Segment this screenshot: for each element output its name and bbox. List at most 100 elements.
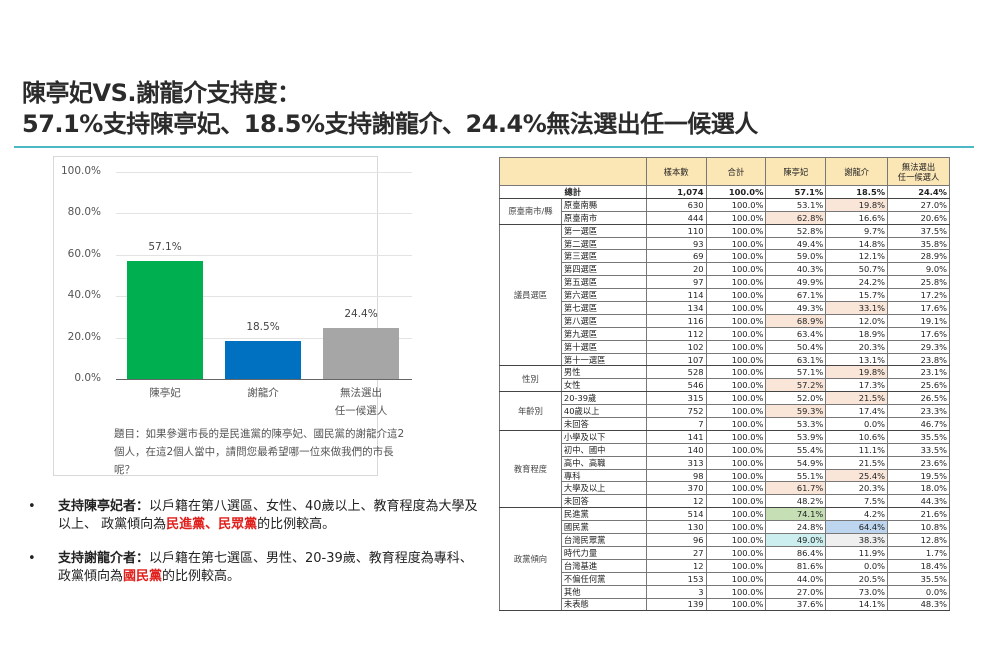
cell-chen: 49.3% — [765, 301, 827, 315]
cell-none: 18.0% — [887, 481, 950, 496]
cell-none: 35.5% — [887, 429, 950, 444]
cell-chen: 57.1% — [765, 365, 827, 380]
cell-n: 20 — [645, 262, 707, 277]
cell-none: 23.1% — [887, 365, 950, 380]
table-row: 其他 3 100.0% 27.0% 73.0% 0.0% — [500, 584, 950, 599]
cell-n: 96 — [645, 533, 707, 547]
cell-hsieh: 25.4% — [825, 468, 889, 483]
cell-chen: 37.6% — [765, 597, 827, 612]
y-axis-tick: 0.0% — [74, 372, 101, 384]
cell-none: 23.3% — [887, 404, 950, 419]
cell-chen: 57.2% — [765, 378, 827, 393]
table-row: 時代力量 27 100.0% 86.4% 11.9% 1.7% — [500, 545, 950, 560]
cell-none: 1.7% — [887, 545, 950, 560]
cell-hsieh: 11.9% — [825, 545, 889, 560]
cell-chen: 81.6% — [765, 558, 827, 573]
cell-none: 28.9% — [887, 249, 950, 264]
finding-lead: 支持陳亭妃者： — [58, 499, 150, 514]
findings-list: • 支持陳亭妃者：以戶籍在第八選區、女性、40歲以上、教育程度為大學及以上、 政黨… — [28, 498, 488, 602]
group-label: 年齡別 — [499, 391, 562, 431]
finding-lead: 支持謝龍介者： — [58, 551, 150, 566]
table-row: 台灣民眾黨 96 100.0% 49.0% 38.3% 12.8% — [500, 533, 950, 547]
cell-hsieh: 9.7% — [825, 223, 889, 238]
row-label: 時代力量 — [560, 545, 647, 560]
cell-chen: 44.0% — [765, 571, 827, 586]
cell-hsieh: 33.1% — [825, 301, 889, 315]
title-line-1: 陳亭妃VS.謝龍介支持度： — [22, 79, 301, 107]
total-sum: 100.0% — [705, 185, 767, 199]
cell-n: 546 — [645, 378, 707, 393]
cell-none: 21.6% — [887, 507, 950, 522]
table-row: 性別 男性 528 100.0% 57.1% 19.8% 23.1% — [499, 365, 950, 393]
table-row: 政黨傾向 民進黨 514 100.0% 74.1% 4.2% 21.6% — [499, 507, 950, 612]
table-row: 原臺南市 444 100.0% 62.8% 16.6% 20.6% — [500, 210, 950, 225]
y-axis-tick: 100.0% — [60, 165, 101, 177]
table-row: 議員選區 第一選區 110 100.0% 52.8% 9.7% 37.5% — [499, 223, 950, 367]
cell-chen: 74.1% — [765, 507, 827, 522]
cell-n: 752 — [645, 404, 707, 419]
total-hsieh: 18.5% — [825, 185, 889, 199]
title-divider — [14, 146, 974, 148]
row-label: 第六選區 — [560, 288, 647, 303]
cell-sum: 100.0% — [705, 597, 767, 612]
table-row: 第六選區 114 100.0% 67.1% 15.7% 17.2% — [500, 288, 950, 303]
cell-sum: 100.0% — [705, 417, 767, 431]
table-row: 不偏任何黨 153 100.0% 44.0% 20.5% 35.5% — [500, 571, 950, 586]
cell-hsieh: 15.7% — [825, 288, 889, 303]
table-row: 國民黨 130 100.0% 24.8% 64.4% 10.8% — [500, 520, 950, 535]
cell-chen: 48.2% — [765, 494, 827, 509]
cell-n: 7 — [645, 417, 707, 431]
cell-none: 10.8% — [887, 520, 950, 535]
cell-sum: 100.0% — [705, 365, 767, 380]
cell-n: 93 — [645, 236, 707, 251]
bar-value-label: 57.1% — [148, 240, 182, 253]
cell-chen: 40.3% — [765, 262, 827, 277]
column-header: 合計 — [705, 157, 767, 186]
cell-sum: 100.0% — [705, 275, 767, 290]
row-label: 未表態 — [560, 597, 647, 612]
table-row: 未回答 12 100.0% 48.2% 7.5% 44.3% — [500, 494, 950, 509]
finding-body: 以戶籍在第八選區、女性、40歲以上、教育程度為大學及以上、 政黨傾向為 — [58, 499, 478, 532]
cell-none: 35.5% — [887, 571, 950, 586]
table-row: 未回答 7 100.0% 53.3% 0.0% 46.7% — [500, 417, 950, 431]
cell-hsieh: 0.0% — [825, 558, 889, 573]
table-row: 台灣基進 12 100.0% 81.6% 0.0% 18.4% — [500, 558, 950, 573]
row-label: 第一選區 — [560, 223, 647, 238]
cell-none: 33.5% — [887, 442, 950, 457]
row-label: 不偏任何黨 — [560, 571, 647, 586]
title-line-2: 57.1%支持陳亭妃、18.5%支持謝龍介、24.4%無法選出任一候選人 — [22, 110, 758, 138]
cell-sum: 100.0% — [705, 210, 767, 225]
cell-none: 23.8% — [887, 352, 950, 367]
bullet-icon: • — [28, 551, 36, 566]
gridline — [116, 254, 412, 256]
finding-highlight: 民進黨、民眾黨 — [166, 517, 258, 532]
column-header: 陳亭妃 — [765, 157, 827, 186]
table-row: 第四選區 20 100.0% 40.3% 50.7% 9.0% — [500, 262, 950, 277]
column-header: 樣本數 — [645, 157, 707, 186]
bullet-icon: • — [28, 499, 36, 514]
cell-chen: 68.9% — [765, 313, 827, 328]
cell-none: 12.8% — [887, 533, 950, 547]
cell-hsieh: 20.3% — [825, 481, 889, 496]
crosstab-table: 樣本數 合計 陳亭妃 謝龍介 無法選出 任一候選人 總計 1,074 100.0% 57.1% 18… — [499, 157, 950, 612]
table-row: 第三選區 69 100.0% 59.0% 12.1% 28.9% — [500, 249, 950, 264]
cell-sum: 100.0% — [705, 520, 767, 535]
cell-hsieh: 7.5% — [825, 494, 889, 509]
category-label-line: 無法選出 — [340, 387, 382, 399]
category-label: 無法選出 任一候選人 — [316, 384, 406, 420]
cell-sum: 100.0% — [705, 468, 767, 483]
category-label: 謝龍介 — [218, 384, 308, 402]
cell-n: 102 — [645, 339, 707, 354]
cell-hsieh: 24.2% — [825, 275, 889, 290]
finding-tail: 的比例較高。 — [162, 569, 241, 584]
row-label: 第二選區 — [560, 236, 647, 251]
gridline — [116, 213, 412, 215]
row-label: 女性 — [560, 378, 647, 393]
cell-hsieh: 10.6% — [825, 429, 889, 444]
finding-text: 支持陳亭妃者：以戶籍在第八選區、女性、40歲以上、教育程度為大學及以上、 政黨傾… — [58, 498, 488, 534]
finding-item: • 支持陳亭妃者：以戶籍在第八選區、女性、40歲以上、教育程度為大學及以上、 政黨… — [28, 498, 488, 534]
cell-sum: 100.0% — [705, 391, 767, 406]
cell-n: 98 — [645, 468, 707, 483]
row-label: 第九選區 — [560, 326, 647, 341]
cell-chen: 24.8% — [765, 520, 827, 535]
